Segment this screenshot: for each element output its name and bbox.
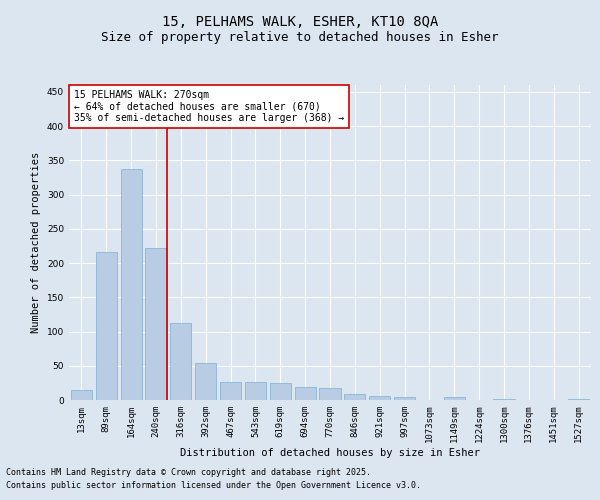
Bar [319,388,341,400]
Bar [369,396,390,400]
Text: Contains HM Land Registry data © Crown copyright and database right 2025.: Contains HM Land Registry data © Crown c… [6,468,371,477]
Text: 15 PELHAMS WALK: 270sqm
← 64% of detached houses are smaller (670)
35% of semi-d: 15 PELHAMS WALK: 270sqm ← 64% of detache… [74,90,344,123]
Bar [121,168,142,400]
Bar [170,324,191,400]
Bar [270,383,291,400]
Y-axis label: Number of detached properties: Number of detached properties [31,152,41,333]
Bar [220,382,241,400]
Text: Contains public sector information licensed under the Open Government Licence v3: Contains public sector information licen… [6,480,421,490]
Bar [195,363,216,400]
Text: 15, PELHAMS WALK, ESHER, KT10 8QA: 15, PELHAMS WALK, ESHER, KT10 8QA [162,16,438,30]
Bar [71,390,92,400]
Text: Size of property relative to detached houses in Esher: Size of property relative to detached ho… [101,31,499,44]
Bar [444,398,465,400]
X-axis label: Distribution of detached houses by size in Esher: Distribution of detached houses by size … [180,448,480,458]
Bar [568,398,589,400]
Bar [145,248,167,400]
Bar [96,252,117,400]
Bar [344,394,365,400]
Bar [295,387,316,400]
Bar [394,396,415,400]
Bar [245,382,266,400]
